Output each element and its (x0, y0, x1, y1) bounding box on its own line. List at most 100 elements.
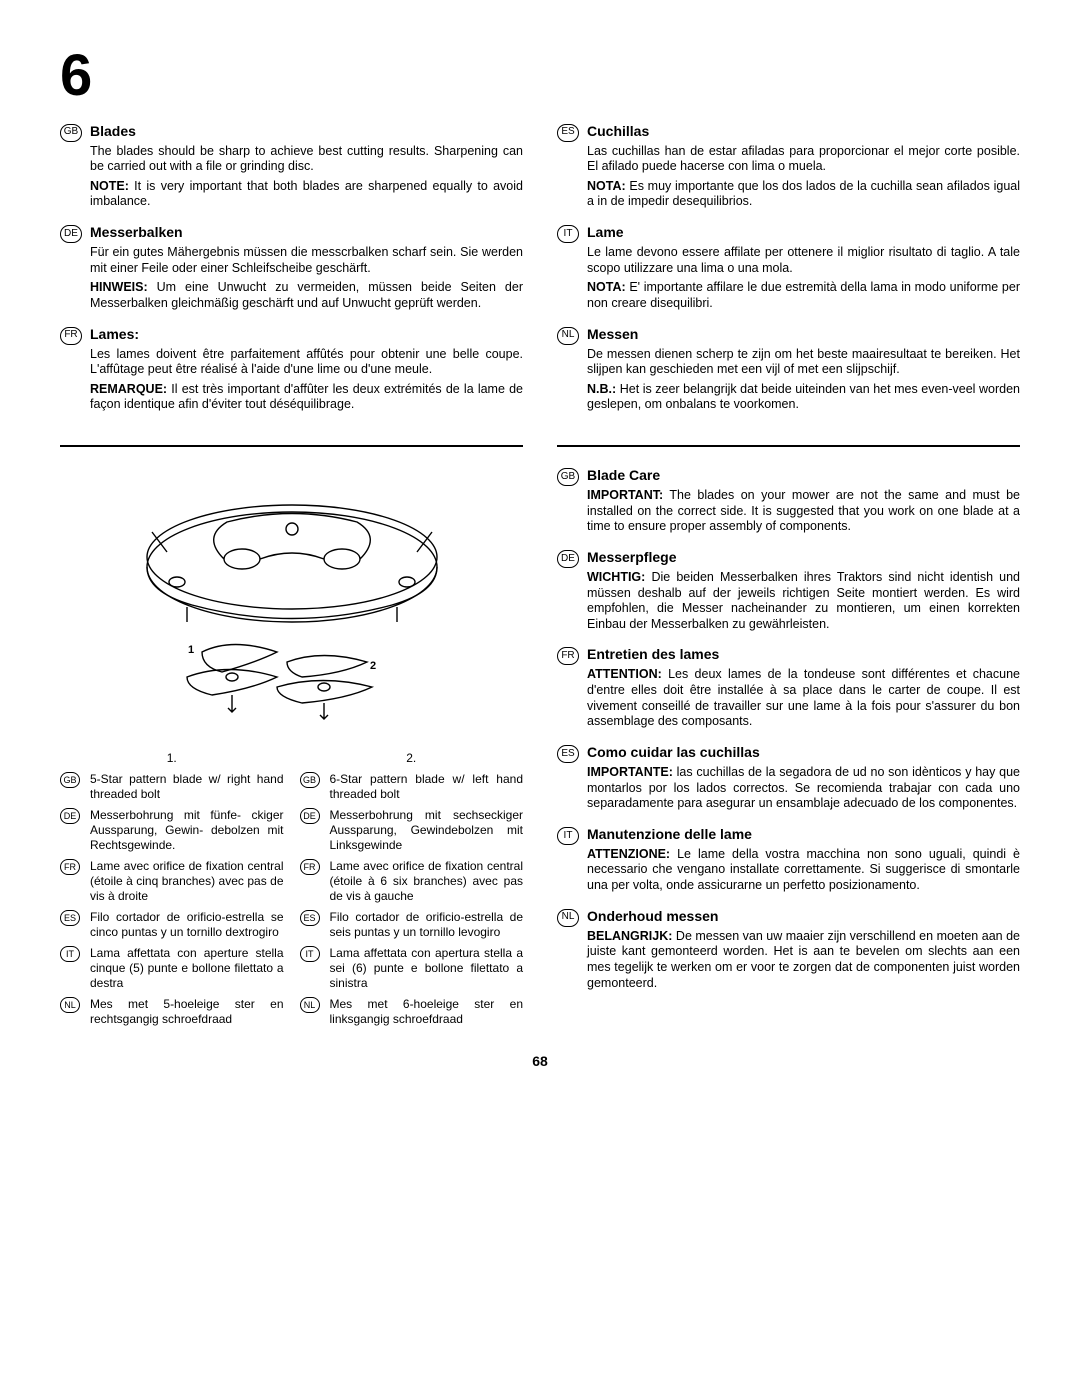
section-title: Como cuidar las cuchillas (587, 744, 760, 762)
top-columns: GB Blades The blades should be sharp to ac… (60, 123, 1020, 428)
mower-deck-figure: 1 2 (60, 477, 523, 731)
paragraph: NOTA: Es muy importante que los dos lado… (587, 179, 1020, 210)
legend-columns: 1. GB 5-Star pattern blade w/ right hand … (60, 751, 523, 1033)
lang-badge-fr: FR (60, 859, 80, 875)
left-top-col: GB Blades The blades should be sharp to ac… (60, 123, 523, 428)
paragraph: De messen dienen scherp te zijn om het b… (587, 347, 1020, 378)
lang-badge-it: IT (300, 946, 320, 962)
section-gb: GB Blades The blades should be sharp to ac… (60, 123, 523, 211)
legend-text: Lama affettata con apertura stella a sei… (330, 946, 524, 991)
section-body: WICHTIG: Die beiden Messerbalken ihres T… (587, 570, 1020, 633)
lang-badge-fr: FR (60, 327, 82, 345)
section-body: Le lame devono essere affilate per otten… (587, 245, 1020, 312)
lang-badge-de: DE (60, 225, 82, 243)
section-head: ES Como cuidar las cuchillas (557, 744, 1020, 763)
section-title: Messen (587, 326, 638, 344)
lang-badge-nl: NL (557, 327, 579, 345)
paragraph: ATTENTION: Les deux lames de la tondeuse… (587, 667, 1020, 730)
lang-badge-it: IT (60, 946, 80, 962)
section-body: ATTENZIONE: Le lame della vostra macchin… (587, 847, 1020, 894)
lang-badge-gb: GB (557, 468, 579, 486)
lang-badge-gb: GB (60, 124, 82, 142)
legend-text: Messerbohrung mit fünfe- ckiger Aussparu… (90, 808, 284, 853)
section-head: ITManutenzione delle lame (557, 826, 1020, 845)
section-title: Blades (90, 123, 136, 141)
legend-row: DE Messerbohrung mit sechseckiger Ausspar… (300, 808, 524, 853)
paragraph: Le lame devono essere affilate per otten… (587, 245, 1020, 276)
lang-badge-gb: GB (300, 772, 320, 788)
legend-text: 6-Star pattern blade w/ left hand thread… (330, 772, 524, 802)
section-title: Messerbalken (90, 224, 183, 242)
section-title: Entretien des lames (587, 646, 719, 664)
bottom-columns: 1 2 1. GB 5-Star pattern blade w/ right h… (60, 427, 1020, 1033)
section-es: ES Cuchillas Las cuchillas han de estar af… (557, 123, 1020, 211)
section-head: ITLame (557, 224, 1020, 243)
paragraph: ATTENZIONE: Le lame della vostra macchin… (587, 847, 1020, 894)
legend-text: Lame avec orifice de fixation central (é… (90, 859, 284, 904)
divider-left (60, 445, 523, 447)
right-top-col: ES Cuchillas Las cuchillas han de estar af… (557, 123, 1020, 428)
legend-text: Filo cortador de orificio-estrella se ci… (90, 910, 284, 940)
legend-text: Mes met 5-hoeleige ster en rechtsgangig … (90, 997, 284, 1027)
legend-text: 5-Star pattern blade w/ right hand threa… (90, 772, 284, 802)
legend-row: NLMes met 6-hoeleige ster en linksgangig… (300, 997, 524, 1027)
paragraph: WICHTIG: Die beiden Messerbalken ihres T… (587, 570, 1020, 633)
legend-text: Lame avec orifice de fixation central (é… (330, 859, 524, 904)
section-title: Messerpflege (587, 549, 676, 567)
legend-row: FR Lame avec orifice de fixation central … (60, 859, 284, 904)
divider-right (557, 445, 1020, 447)
section-body: IMPORTANTE: las cuchillas de la segadora… (587, 765, 1020, 812)
chapter-number: 6 (60, 40, 1020, 113)
lang-badge-nl: NL (60, 997, 80, 1013)
legend-row: ESFilo cortador de orificio-estrella de … (300, 910, 524, 940)
paragraph: NOTA: E' importante affilare le due estr… (587, 280, 1020, 311)
section-body: Les lames doivent être parfaitement affû… (90, 347, 523, 414)
section-head: GBBlade Care (557, 467, 1020, 486)
paragraph: Les lames doivent être parfaitement affû… (90, 347, 523, 378)
section-body: IMPORTANT: The blades on your mower are … (587, 488, 1020, 535)
lang-badge-de: DE (557, 550, 579, 568)
section-head: GB Blades (60, 123, 523, 142)
paragraph: REMARQUE: Il est très important d'affûte… (90, 382, 523, 413)
legend-col-1: 1. GB 5-Star pattern blade w/ right hand … (60, 751, 284, 1033)
lang-badge-fr: FR (300, 859, 320, 875)
legend-text: Mes met 6-hoeleige ster en linksgangig s… (330, 997, 524, 1027)
lang-badge-es: ES (557, 124, 579, 142)
paragraph: IMPORTANT: The blades on your mower are … (587, 488, 1020, 535)
fig-label-2: 2 (370, 660, 376, 672)
section-title: Manutenzione delle lame (587, 826, 752, 844)
section-title: Cuchillas (587, 123, 649, 141)
lang-badge-de: DE (300, 808, 320, 824)
paragraph: The blades should be sharp to achieve be… (90, 144, 523, 175)
section-head: DE Messerpflege (557, 549, 1020, 568)
section-fr: FR Entretien des lames ATTENTION: Les deux… (557, 646, 1020, 730)
section-head: FR Entretien des lames (557, 646, 1020, 665)
lang-badge-gb: GB (60, 772, 80, 788)
paragraph: Für ein gutes Mähergebnis müssen die mes… (90, 245, 523, 276)
section-body: BELANGRIJK: De messen van uw maaier zijn… (587, 929, 1020, 992)
lang-badge-de: DE (60, 808, 80, 824)
mower-deck-svg: 1 2 (132, 477, 452, 727)
section-title: Lame (587, 224, 624, 242)
paragraph: N.B.: Het is zeer belangrijk dat beide u… (587, 382, 1020, 413)
section-head: ES Cuchillas (557, 123, 1020, 142)
right-bottom-col: GBBlade Care IMPORTANT: The blades on you… (557, 427, 1020, 1033)
paragraph: HINWEIS: Um eine Unwucht zu vermeiden, m… (90, 280, 523, 311)
legend-row: ES Filo cortador de orificio-estrella se … (60, 910, 284, 940)
legend-row: NL Mes met 5-hoeleige ster en rechtsgangi… (60, 997, 284, 1027)
legend-head-1: 1. (60, 751, 284, 766)
lang-badge-es: ES (557, 745, 579, 763)
legend-head-2: 2. (300, 751, 524, 766)
section-es: ES Como cuidar las cuchillas IMPORTANTE: l… (557, 744, 1020, 812)
section-body: Las cuchillas han de estar afiladas para… (587, 144, 1020, 211)
section-de: DE Messerbalken Für ein gutes Mähergebnis … (60, 224, 523, 312)
legend-row: FR Lame avec orifice de fixation central … (300, 859, 524, 904)
lang-badge-es: ES (60, 910, 80, 926)
lang-badge-fr: FR (557, 647, 579, 665)
legend-text: Filo cortador de orificio-estrella de se… (330, 910, 524, 940)
legend-text: Messerbohrung mit sechseckiger Aussparun… (330, 808, 524, 853)
legend-row: IT Lama affettata con apertura stella a s… (300, 946, 524, 991)
legend-col-2: 2. GB 6-Star pattern blade w/ left hand t… (300, 751, 524, 1033)
legend-row: ITLama affettata con aperture stella cin… (60, 946, 284, 991)
paragraph: BELANGRIJK: De messen van uw maaier zijn… (587, 929, 1020, 992)
